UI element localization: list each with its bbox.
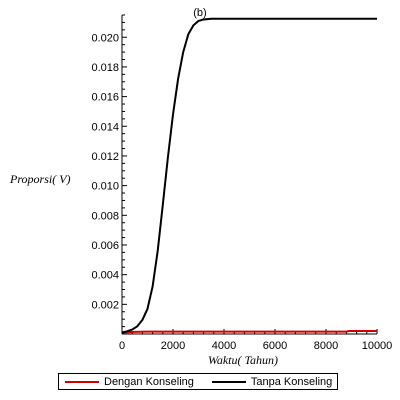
y-tick-label: 0.010 (91, 181, 119, 193)
x-tick-label: 0 (119, 340, 125, 352)
y-axis-title: Proporsi( V) (9, 172, 71, 186)
legend-item-tanpa-konseling: Tanpa Konseling (206, 376, 332, 388)
series-group (121, 17, 377, 334)
x-axis-title: Waktu( Tahun) (208, 353, 278, 367)
y-tick-label: 0.014 (91, 121, 119, 133)
x-tick-label: 4000 (212, 340, 236, 352)
legend-label: Dengan Konseling (104, 375, 194, 388)
x-tick-label: 6000 (263, 340, 287, 352)
x-tick-label: 10000 (362, 340, 393, 352)
y-tick-label: 0.006 (91, 240, 119, 252)
line-chart: (b) 0 2000 4000 6000 8000 10000 0.0020.0040.0… (9, 7, 393, 367)
legend-swatch-red (65, 380, 99, 383)
y-tick-label: 0.020 (91, 32, 119, 44)
y-tick-label: 0.016 (91, 92, 119, 104)
y-tick-label: 0.008 (91, 210, 119, 222)
legend-swatch-black (211, 380, 246, 383)
y-tick-label: 0.012 (91, 151, 119, 163)
legend: Dengan Konseling Tanpa Konseling (58, 373, 338, 390)
x-tick-label: 8000 (314, 340, 338, 352)
chart-title: (b) (193, 7, 206, 19)
y-axis-ticks: 0.002 0.004 0.006 0.008 0.010 0.012 0.014 0.016… (91, 14, 127, 335)
legend-label: Tanpa Konseling (250, 375, 333, 388)
series-line-tanpa-konseling (121, 17, 377, 334)
x-tick-label: 2000 (161, 340, 185, 352)
legend-item-dengan-konseling: Dengan Konseling (59, 376, 194, 388)
y-tick-label: 0.004 (91, 270, 119, 282)
y-tick-label: 0.002 (91, 299, 119, 311)
axes (121, 15, 377, 335)
series-line-dengan-konseling (121, 330, 377, 334)
y-tick-label: 0.018 (91, 62, 119, 74)
